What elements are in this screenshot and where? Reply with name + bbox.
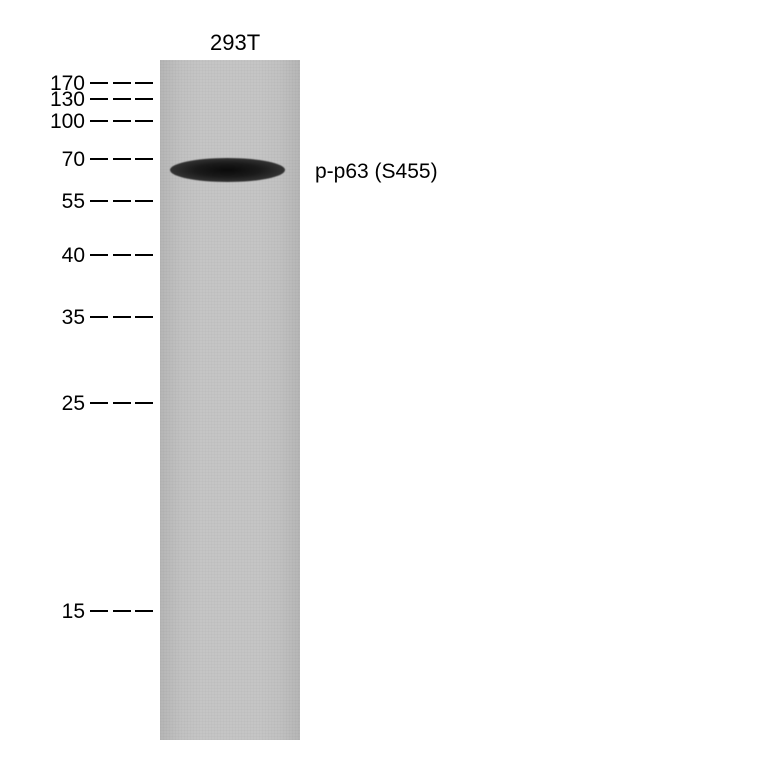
marker-label: 25 [25,392,85,416]
marker-label: 40 [25,244,85,268]
marker-tick [135,200,153,202]
marker-tick [113,402,131,404]
marker-tick [113,254,131,256]
marker-tick [113,200,131,202]
marker-label: 35 [25,306,85,330]
marker-tick [135,254,153,256]
marker-tick [113,610,131,612]
marker-tick [135,610,153,612]
marker-label: 100 [25,110,85,134]
marker-tick [135,316,153,318]
marker-tick [113,98,131,100]
western-blot-container: 293T p-p63 (S455) 170130100705540352515 [75,30,425,730]
marker-label: 70 [25,148,85,172]
marker-tick [113,316,131,318]
protein-band [170,158,285,182]
marker-tick [90,158,108,160]
marker-tick [135,82,153,84]
marker-tick [135,402,153,404]
marker-label: 15 [25,600,85,624]
marker-label: 55 [25,190,85,214]
marker-tick [90,98,108,100]
marker-tick [90,316,108,318]
marker-tick [135,158,153,160]
marker-tick [135,98,153,100]
marker-label: 130 [25,88,85,112]
lane-label: 293T [210,30,260,56]
marker-tick [135,120,153,122]
marker-tick [113,82,131,84]
marker-tick [90,402,108,404]
marker-tick [90,610,108,612]
marker-tick [90,200,108,202]
marker-tick [113,120,131,122]
band-label: p-p63 (S455) [315,160,438,184]
marker-tick [90,82,108,84]
marker-tick [90,120,108,122]
marker-tick [90,254,108,256]
marker-tick [113,158,131,160]
